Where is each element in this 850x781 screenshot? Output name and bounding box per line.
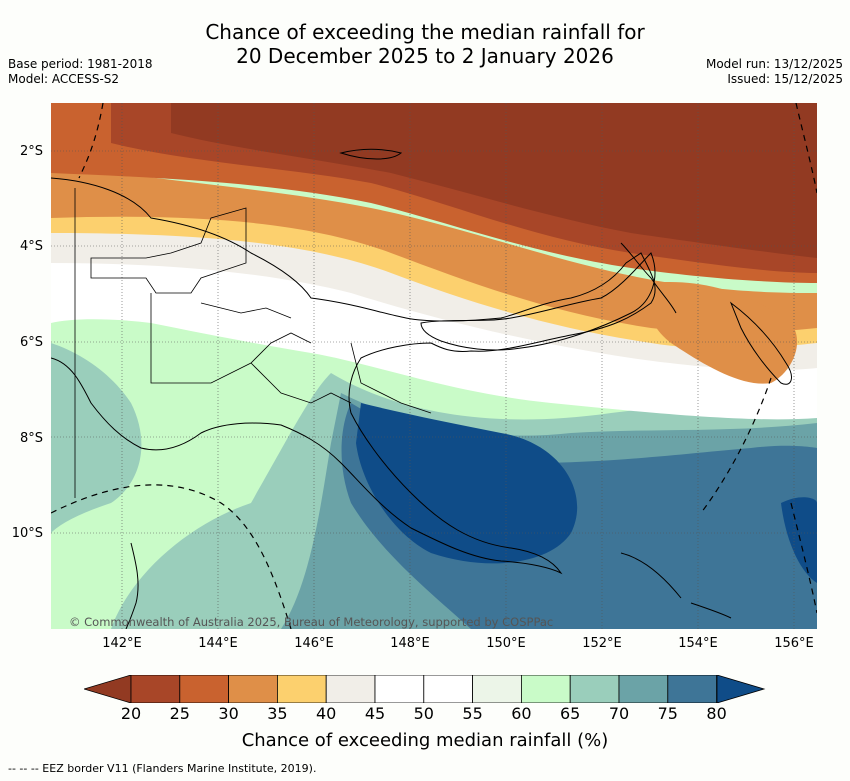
colorbar-tick-label: 20 bbox=[120, 704, 142, 723]
colorbar-tick-label: 50 bbox=[413, 704, 434, 723]
contour-above-80 bbox=[356, 403, 578, 564]
colorbar-segment bbox=[667, 675, 717, 703]
lat-label-10s: 10°S bbox=[11, 526, 43, 541]
colorbar-segments bbox=[130, 675, 717, 703]
eez-legend: -- -- -- EEZ border V11 (Flanders Marine… bbox=[8, 762, 317, 775]
rainfall-map: © Commonwealth of Australia 2025, Bureau… bbox=[51, 103, 817, 629]
copyright-notice: © Commonwealth of Australia 2025, Bureau… bbox=[69, 615, 553, 629]
lon-label-144e: 144°E bbox=[198, 636, 238, 651]
colorbar-segment bbox=[423, 675, 473, 703]
coastlines bbox=[51, 148, 792, 629]
colorbar-tick-label: 40 bbox=[316, 704, 337, 723]
contour-above-80-east bbox=[781, 497, 817, 583]
model-run: Model run: 13/12/2025 bbox=[705, 57, 843, 71]
lon-label-142e: 142°E bbox=[102, 636, 142, 651]
lat-label-2s: 2°S bbox=[19, 144, 43, 159]
issued-date: Issued: 15/12/2025 bbox=[727, 72, 843, 86]
colorbar-tick-label: 25 bbox=[169, 704, 190, 723]
colorbar-tick-label: 75 bbox=[657, 704, 678, 723]
meta-right: Model run: 13/12/2025 Issued: 15/12/2025 bbox=[706, 57, 843, 87]
colorbar-segment bbox=[325, 675, 376, 703]
lon-label-152e: 152°E bbox=[582, 636, 622, 651]
manus-coast bbox=[339, 148, 403, 160]
colorbar-segment bbox=[520, 675, 571, 703]
new-guinea-coast bbox=[51, 177, 656, 575]
colorbar-tick-label: 35 bbox=[267, 704, 288, 723]
title-line-2: 20 December 2025 to 2 January 2026 bbox=[236, 44, 614, 68]
colorbar-segment bbox=[374, 675, 425, 703]
lon-label-150e: 150°E bbox=[486, 636, 526, 651]
lat-label-8s: 8°S bbox=[19, 431, 43, 446]
province-borders bbox=[74, 188, 432, 498]
colorbar-tick-label: 65 bbox=[560, 704, 581, 723]
contour-70-west bbox=[51, 343, 142, 533]
colorbar-tick-label: 70 bbox=[608, 704, 630, 723]
graticule bbox=[51, 103, 817, 629]
colorbar-tick-label: 60 bbox=[511, 704, 532, 723]
colorbar-tick-label: 55 bbox=[462, 704, 483, 723]
contour-below-20 bbox=[171, 103, 817, 258]
colorbar-under-arrow bbox=[84, 675, 132, 703]
colorbar-segment bbox=[569, 675, 620, 703]
colorbar-tick-label: 80 bbox=[706, 704, 727, 723]
lat-label-4s: 4°S bbox=[19, 239, 43, 254]
colorbar-segment bbox=[130, 675, 181, 703]
colorbar-tick-label: 45 bbox=[364, 704, 386, 723]
model-name: Model: ACCESS-S2 bbox=[8, 72, 120, 86]
new-britain-coast bbox=[420, 252, 656, 351]
colorbar-segment bbox=[472, 675, 522, 703]
colorbar-segment bbox=[276, 675, 327, 703]
colorbar-segment bbox=[179, 675, 230, 703]
lon-label-148e: 148°E bbox=[390, 636, 430, 651]
colorbar-segment bbox=[618, 675, 669, 703]
eez-border bbox=[51, 103, 817, 629]
colorbar-segment bbox=[228, 675, 278, 703]
chart-title: Chance of exceeding the median rainfall … bbox=[0, 20, 850, 68]
bougainville-coast bbox=[729, 301, 792, 385]
lon-label-154e: 154°E bbox=[678, 636, 718, 651]
lon-label-146e: 146°E bbox=[294, 636, 334, 651]
meta-left: Base period: 1981-2018 Model: ACCESS-S2 bbox=[8, 57, 153, 87]
colorbar-over-arrow bbox=[716, 675, 766, 703]
contour-30-35 bbox=[51, 163, 817, 333]
colorbar-label: Chance of exceeding median rainfall (%) bbox=[241, 730, 609, 751]
base-period: Base period: 1981-2018 bbox=[8, 57, 153, 71]
lon-label-156e: 156°E bbox=[774, 636, 814, 651]
new-ireland-coast bbox=[620, 242, 677, 314]
island-group-east bbox=[620, 552, 732, 619]
contour-45-55-band bbox=[51, 243, 817, 420]
colorbar bbox=[84, 675, 766, 703]
colorbar-tick-label: 30 bbox=[218, 704, 239, 723]
australia-tip-coast bbox=[125, 542, 139, 629]
title-line-1: Chance of exceeding the median rainfall … bbox=[205, 20, 645, 44]
lat-label-6s: 6°S bbox=[19, 335, 43, 350]
